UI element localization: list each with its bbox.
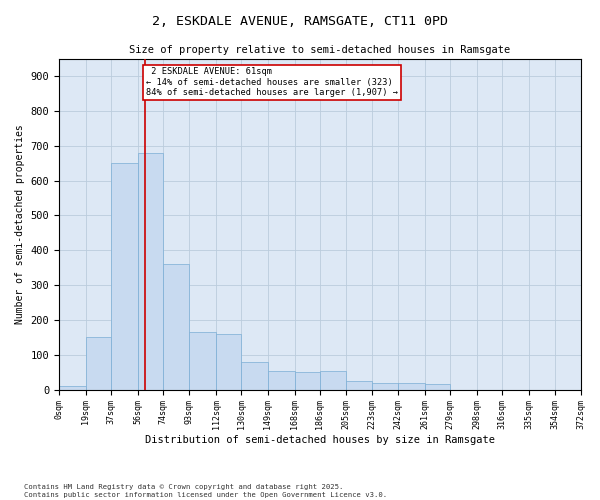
Bar — [163, 264, 190, 390]
Bar — [216, 334, 241, 390]
Bar — [295, 372, 320, 390]
Bar — [346, 381, 371, 390]
Bar — [320, 370, 346, 390]
Bar — [59, 386, 86, 390]
Text: 2, ESKDALE AVENUE, RAMSGATE, CT11 0PD: 2, ESKDALE AVENUE, RAMSGATE, CT11 0PD — [152, 15, 448, 28]
Bar — [137, 152, 163, 390]
Text: 2 ESKDALE AVENUE: 61sqm
← 14% of semi-detached houses are smaller (323)
84% of s: 2 ESKDALE AVENUE: 61sqm ← 14% of semi-de… — [146, 68, 398, 97]
Bar — [190, 332, 216, 390]
Text: Contains HM Land Registry data © Crown copyright and database right 2025.
Contai: Contains HM Land Registry data © Crown c… — [24, 484, 387, 498]
Y-axis label: Number of semi-detached properties: Number of semi-detached properties — [15, 124, 25, 324]
Bar — [86, 338, 111, 390]
X-axis label: Distribution of semi-detached houses by size in Ramsgate: Distribution of semi-detached houses by … — [145, 435, 495, 445]
Title: Size of property relative to semi-detached houses in Ramsgate: Size of property relative to semi-detach… — [129, 45, 511, 55]
Bar — [241, 362, 268, 390]
Bar — [371, 383, 398, 390]
Bar — [111, 163, 137, 390]
Bar — [398, 383, 425, 390]
Bar — [268, 370, 295, 390]
Bar — [425, 384, 450, 390]
